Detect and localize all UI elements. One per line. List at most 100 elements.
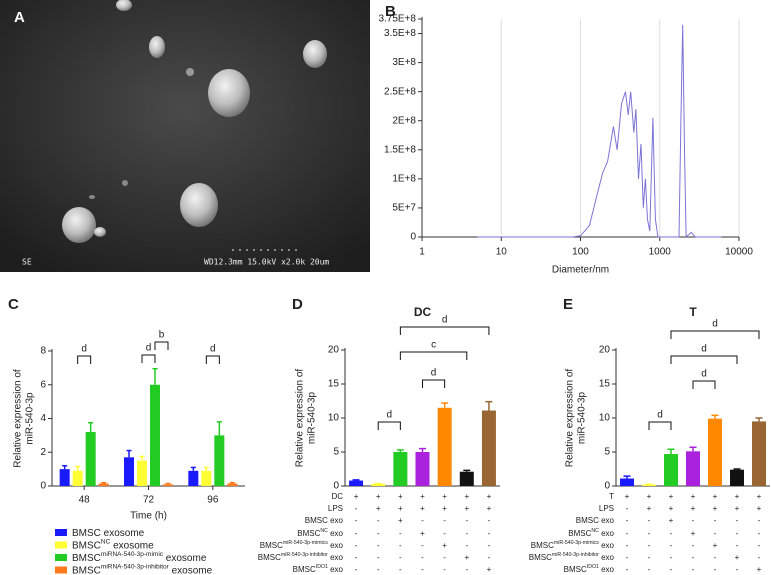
condition-mark: +: [691, 529, 696, 538]
condition-row-label: BMSCmiR-540-3p-mimics exo: [531, 540, 615, 550]
y-axis-label: miR-540-3p: [577, 391, 588, 444]
chart-title: DC: [414, 305, 432, 319]
x-axis-label: Diameter/nm: [552, 265, 609, 276]
significance-label: d: [210, 344, 216, 355]
condition-row-label-run: exo: [328, 553, 344, 562]
bar: [59, 469, 70, 486]
condition-mark: +: [713, 504, 718, 513]
significance-label: d: [81, 344, 87, 355]
condition-row-label-run: miR-540-3p-mimics: [283, 540, 328, 546]
condition-row-label: BMSCNC exo: [568, 528, 614, 538]
condition-mark: +: [420, 492, 425, 501]
condition-mark: -: [355, 529, 358, 538]
y-tick-label: 0: [410, 232, 416, 243]
condition-row-label-run: BMSC exo: [576, 516, 615, 525]
condition-mark: +: [487, 565, 492, 574]
sem-overlay: SE: [22, 258, 32, 267]
condition-row-label: LPS: [328, 504, 343, 513]
y-axis-label: Relative expression of: [565, 369, 576, 468]
x-tick-label: 72: [143, 495, 155, 506]
condition-row-label-run: BMSC: [568, 529, 591, 538]
condition-mark: -: [399, 529, 402, 538]
condition-mark: -: [692, 553, 695, 562]
condition-mark: -: [488, 553, 491, 562]
y-tick-label: 10: [599, 413, 611, 424]
significance-label: d: [442, 315, 448, 326]
condition-mark: -: [692, 516, 695, 525]
condition-mark: -: [758, 529, 761, 538]
condition-row-label-run: exo: [599, 553, 615, 562]
condition-mark: -: [670, 529, 673, 538]
condition-row-label-run: exo: [599, 541, 615, 550]
y-axis-label: Relative expression of: [295, 369, 306, 468]
condition-mark: +: [669, 492, 674, 501]
bar: [642, 484, 656, 486]
bar: [98, 483, 109, 486]
condition-row-label-run: exo: [599, 529, 615, 538]
condition-row-label-run: exo: [328, 565, 344, 574]
condition-row-label: BMSCmiR-540-3p-inhibitor exo: [529, 552, 615, 562]
significance-label: b: [159, 330, 165, 341]
x-tick-label: 10: [496, 247, 508, 258]
significance-bracket: [670, 330, 760, 339]
bar: [393, 452, 408, 486]
condition-mark: +: [757, 492, 762, 501]
condition-mark: +: [464, 504, 469, 513]
x-axis-label: Time (h): [130, 511, 167, 522]
condition-row-label: DC: [331, 492, 343, 501]
panel-label: B: [385, 3, 396, 20]
y-axis-label: Relative expression of: [13, 369, 24, 468]
condition-row-label-run: exo: [328, 541, 344, 550]
y-tick-label: 5: [333, 447, 339, 458]
condition-mark: -: [421, 565, 424, 574]
condition-row-label: BMSCmiR-540-3p-inhibitor exo: [258, 552, 344, 562]
condition-mark: +: [625, 492, 630, 501]
legend-label-run: exosome: [169, 565, 213, 575]
y-tick-label: 2: [40, 447, 46, 458]
legend-label: BMSCNC exosome: [72, 539, 154, 551]
condition-mark: -: [692, 541, 695, 550]
condition-mark: -: [399, 541, 402, 550]
y-tick-label: 3E+8: [392, 57, 416, 68]
condition-mark: +: [398, 504, 403, 513]
condition-mark: -: [421, 553, 424, 562]
bar: [201, 470, 212, 486]
condition-mark: +: [691, 504, 696, 513]
y-tick-label: 5: [604, 447, 610, 458]
condition-mark: -: [443, 516, 446, 525]
y-tick-label: 1E+8: [392, 174, 416, 185]
condition-row-label: BMSCNC exo: [297, 528, 343, 538]
bar: [163, 484, 173, 486]
condition-mark: -: [648, 541, 651, 550]
condition-mark: -: [443, 565, 446, 574]
condition-row-label-run: NC: [591, 528, 599, 534]
legend-swatch: [55, 554, 67, 561]
y-tick-label: 3.75E+8: [378, 14, 416, 25]
legend-label: BMSC exosome: [72, 528, 145, 539]
legend-label-run: BMSC: [72, 565, 101, 575]
condition-mark: -: [377, 565, 380, 574]
significance-bracket: [141, 354, 156, 363]
condition-mark: -: [626, 529, 629, 538]
condition-mark: -: [626, 565, 629, 574]
condition-mark: -: [488, 516, 491, 525]
legend-label-run: miRNA-540-3p-mimic: [101, 551, 164, 558]
condition-mark: -: [714, 565, 717, 574]
condition-mark: -: [626, 553, 629, 562]
sem-overlay: WD12.3mm 15.0kV x2.0k 20um: [204, 258, 329, 267]
bar: [150, 384, 160, 486]
condition-mark: -: [465, 541, 468, 550]
condition-row-label-run: BMSC: [293, 565, 316, 574]
condition-mark: +: [464, 553, 469, 562]
y-tick-label: 0: [604, 481, 610, 492]
condition-row-label-run: BMSC exo: [305, 516, 344, 525]
y-axis-label: miR-540-3p: [307, 391, 318, 444]
condition-mark: +: [669, 516, 674, 525]
bar: [214, 435, 225, 486]
condition-mark: -: [714, 516, 717, 525]
condition-mark: -: [626, 504, 629, 513]
condition-mark: -: [399, 565, 402, 574]
significance-bracket: [205, 355, 220, 364]
sem-image: A SE WD12.3mm 15.0kV x2.0k 20um: [0, 0, 370, 272]
